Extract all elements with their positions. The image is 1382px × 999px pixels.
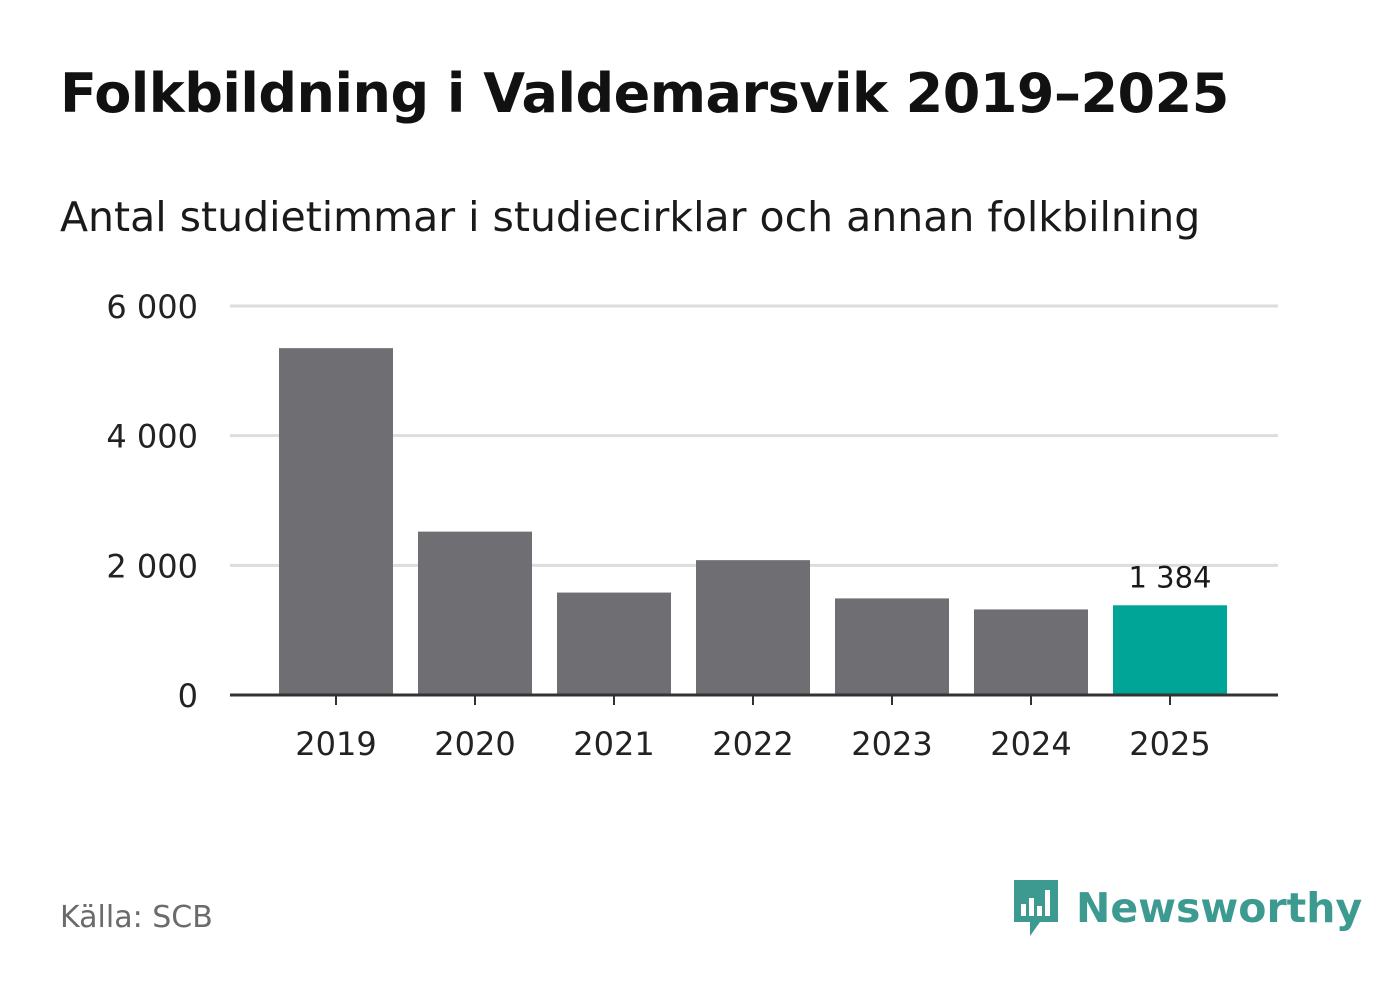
bar-2024 bbox=[974, 609, 1088, 695]
y-tick-label: 2 000 bbox=[106, 547, 198, 585]
x-tick-label: 2021 bbox=[573, 725, 654, 763]
x-tick-label: 2020 bbox=[434, 725, 515, 763]
x-tick-label: 2023 bbox=[851, 725, 932, 763]
chart-subtitle: Antal studietimmar i studiecirklar och a… bbox=[60, 193, 1201, 241]
x-tick-label: 2024 bbox=[990, 725, 1071, 763]
brand-logo: Newsworthy bbox=[1010, 878, 1362, 938]
bar-2021 bbox=[557, 592, 671, 695]
x-tick-label: 2022 bbox=[712, 725, 793, 763]
bar-2025 bbox=[1113, 605, 1227, 695]
y-tick-label: 0 bbox=[178, 677, 198, 715]
bar-2019 bbox=[279, 348, 393, 695]
bar-2023 bbox=[835, 598, 949, 695]
chart-title: Folkbildning i Valdemarsvik 2019–2025 bbox=[60, 62, 1229, 125]
y-tick-label: 6 000 bbox=[106, 288, 198, 326]
data-label: 1 384 bbox=[1128, 560, 1211, 594]
source-note: Källa: SCB bbox=[60, 900, 213, 935]
x-tick-label: 2019 bbox=[295, 725, 376, 763]
bar-2022 bbox=[696, 560, 810, 695]
brand-name: Newsworthy bbox=[1076, 884, 1363, 932]
y-tick-label: 4 000 bbox=[106, 418, 198, 456]
newsworthy-logo-icon bbox=[1014, 880, 1058, 936]
x-tick-label: 2025 bbox=[1129, 725, 1210, 763]
bar-2020 bbox=[418, 531, 532, 695]
